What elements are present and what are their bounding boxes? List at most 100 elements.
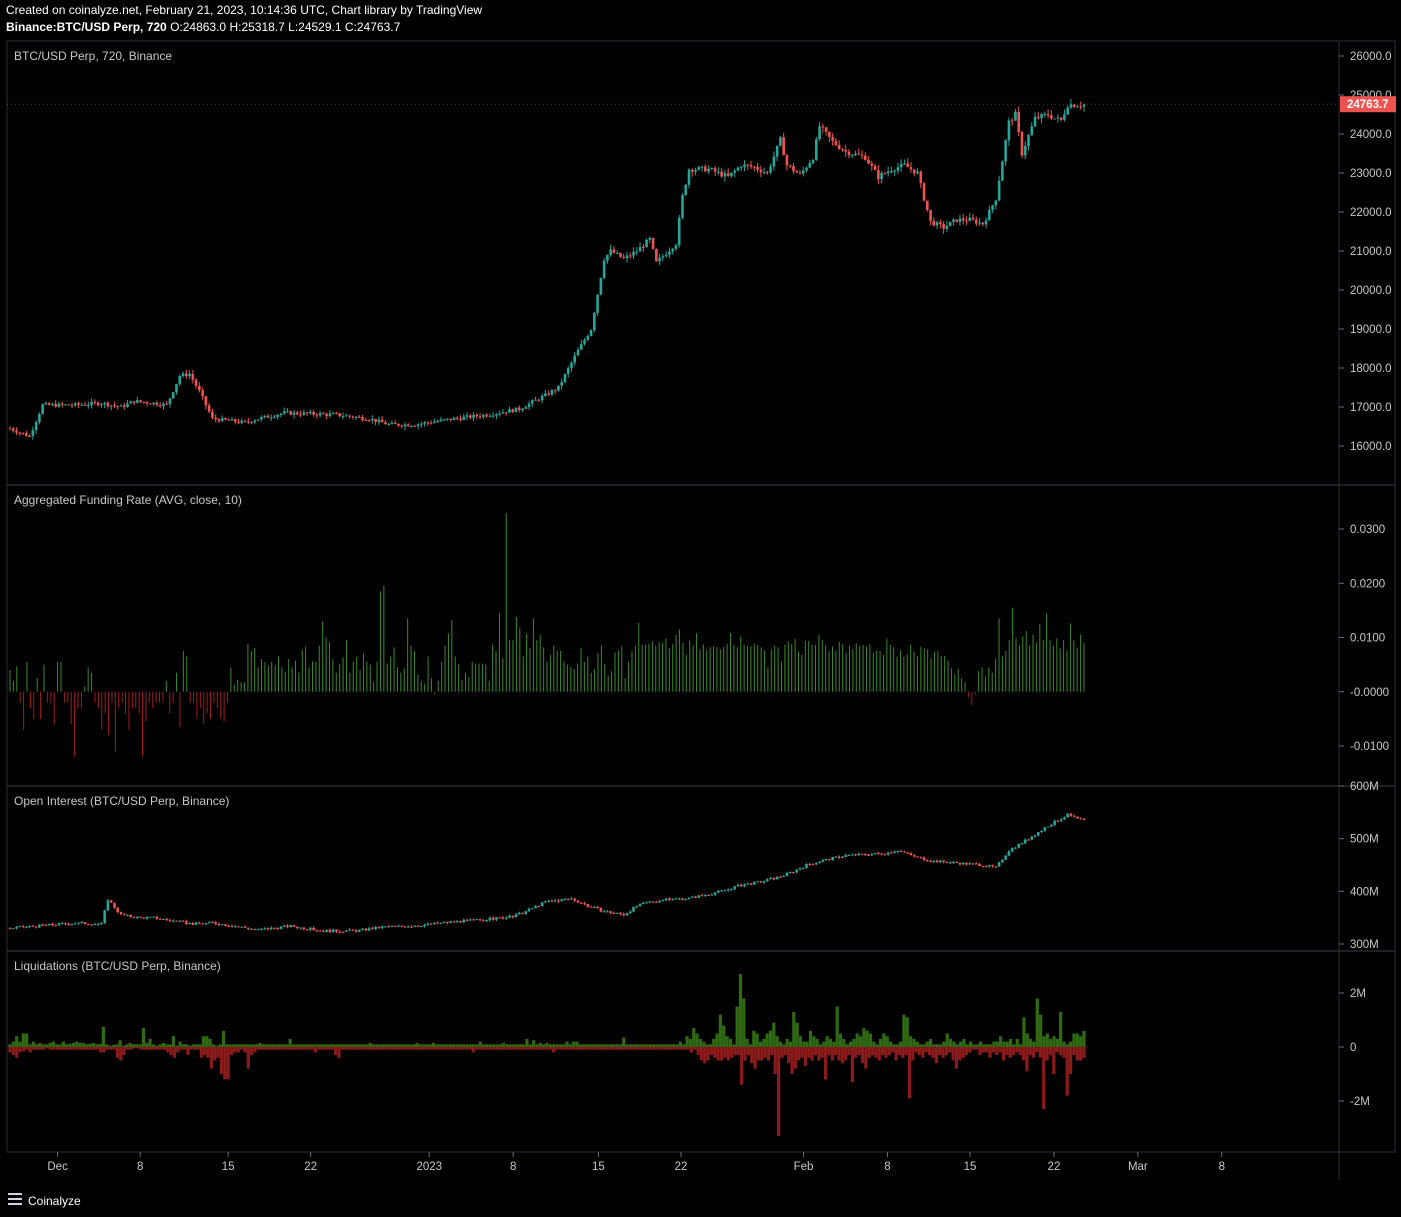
long-liquidation-bar [618, 1044, 622, 1047]
price-candle [233, 419, 237, 422]
long-liquidation-bar [271, 1044, 276, 1047]
chart-canvas[interactable]: BTC/USD Perp, 720, Binance 26000.025000.0… [0, 0, 1401, 1183]
long-liquidation-bar [75, 1041, 79, 1047]
long-liquidation-bar [745, 1038, 749, 1047]
oi-candle [247, 927, 250, 929]
short-liquidation-bar [95, 1047, 99, 1050]
short-liquidation-bar [978, 1047, 982, 1056]
oi-candle [282, 925, 286, 927]
long-liquidation-bar [408, 1044, 412, 1047]
short-liquidation-bar [407, 1047, 411, 1050]
oi-candle [772, 878, 776, 880]
long-liquidation-bar [515, 1044, 519, 1047]
long-liquidation-bar [278, 1044, 282, 1047]
long-liquidation-bar [965, 1044, 969, 1047]
long-liquidation-bar [748, 1044, 753, 1047]
long-liquidation-bar [241, 1044, 246, 1047]
price-candle [413, 425, 417, 427]
long-liquidation-bar [355, 1044, 359, 1047]
long-liquidation-bar [932, 1044, 936, 1047]
price-candle [684, 184, 688, 196]
short-liquidation-bar [535, 1047, 539, 1050]
short-liquidation-bar [985, 1047, 989, 1053]
long-liquidation-bar [1042, 1036, 1046, 1047]
short-liquidation-bar [223, 1047, 227, 1080]
long-liquidation-bar [815, 1038, 819, 1047]
chart-created-caption: Created on coinalyze.net, February 21, 2… [6, 3, 483, 17]
price-candle [1046, 113, 1050, 116]
price-candle [452, 417, 456, 421]
price-candle [217, 419, 221, 422]
short-liquidation-bar [518, 1047, 522, 1050]
short-liquidation-bar [243, 1047, 247, 1053]
price-candle [815, 139, 818, 160]
short-liquidation-bar [733, 1047, 737, 1056]
price-candle [736, 167, 740, 171]
short-liquidation-bar [837, 1047, 841, 1061]
short-liquidation-bar [478, 1047, 482, 1050]
oi-candle [1066, 813, 1069, 818]
long-liquidation-bar [918, 1044, 923, 1047]
price-candle [909, 167, 913, 170]
long-liquidation-bar [95, 1044, 99, 1047]
short-liquidation-bar [310, 1047, 314, 1050]
price-candle [253, 420, 257, 423]
short-liquidation-bar [756, 1047, 761, 1061]
oi-candle [929, 861, 932, 863]
price-candle [573, 355, 577, 363]
price-candle [628, 255, 632, 257]
long-liquidation-bar [972, 1044, 976, 1047]
short-liquidation-bar [854, 1047, 858, 1058]
short-liquidation-bar [827, 1047, 831, 1056]
oi-candle [877, 853, 880, 855]
short-liquidation-bar [716, 1047, 720, 1061]
long-liquidation-bar [695, 1033, 699, 1047]
short-liquidation-bar [548, 1047, 552, 1050]
oi-candle [752, 881, 756, 885]
price-candle [230, 419, 234, 421]
oi-candle [922, 857, 926, 861]
long-liquidation-bar [568, 1044, 572, 1047]
oi-candle [175, 920, 178, 922]
short-liquidation-bar [729, 1047, 734, 1058]
oi-candle [1020, 843, 1024, 845]
y-tick-label: 18000.0 [1350, 363, 1392, 375]
long-liquidation-bar [485, 1044, 489, 1047]
short-liquidation-bar [1008, 1047, 1012, 1058]
oi-candle [1017, 843, 1021, 848]
oi-candle [413, 926, 417, 928]
oi-candle [808, 863, 812, 865]
short-liquidation-bar [887, 1047, 891, 1056]
short-liquidation-bar [881, 1047, 885, 1056]
oi-candle [155, 916, 159, 919]
oi-candle [534, 905, 537, 909]
short-liquidation-bar [434, 1047, 438, 1050]
oi-candle [191, 923, 195, 925]
price-candle [553, 390, 557, 392]
long-liquidation-bar [865, 1030, 869, 1047]
price-candle [344, 415, 348, 417]
long-liquidation-bar [979, 1041, 983, 1047]
short-liquidation-bar [891, 1047, 895, 1053]
price-candle [129, 401, 133, 404]
long-liquidation-bar [281, 1044, 286, 1047]
hamburger-icon[interactable] [8, 1193, 22, 1205]
short-liquidation-bar [746, 1047, 750, 1056]
oi-candle [122, 914, 126, 916]
oi-candle [295, 926, 299, 929]
oi-candle [850, 854, 854, 856]
short-liquidation-bar [219, 1047, 224, 1074]
long-liquidation-bar [728, 1038, 733, 1047]
oi-candle [801, 867, 805, 869]
oi-candle [178, 920, 182, 922]
long-liquidation-bar [431, 1042, 436, 1047]
short-liquidation-bar [337, 1047, 341, 1058]
short-liquidation-bar [132, 1047, 136, 1049]
price-candle [351, 416, 355, 418]
long-liquidation-bar [668, 1044, 673, 1047]
long-liquidation-bar [155, 1045, 159, 1047]
long-liquidation-bar [398, 1044, 402, 1047]
long-liquidation-bar [1052, 1036, 1056, 1047]
long-liquidation-bar [1035, 998, 1039, 1047]
price-candle [433, 421, 436, 424]
